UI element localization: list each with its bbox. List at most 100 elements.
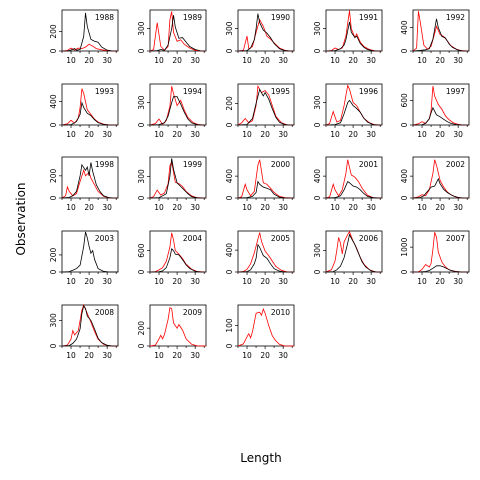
y-tick-label: 200 (225, 96, 234, 111)
panel-frame (237, 156, 295, 199)
panel-frame (325, 156, 383, 199)
x-tick-label: 30 (366, 56, 376, 65)
x-tick-label: 30 (366, 277, 376, 286)
x-tick-label: 30 (278, 203, 288, 212)
black-series-line (325, 233, 382, 273)
x-tick-label: 10 (66, 277, 76, 286)
red-series-line (412, 86, 469, 126)
y-tick-label: 400 (313, 169, 322, 184)
y-tick-label: 0 (49, 269, 58, 274)
black-series-line (237, 243, 294, 273)
panel-frame (325, 230, 383, 273)
panel-frame (61, 230, 119, 273)
x-tick-label: 20 (172, 130, 182, 139)
x-tick-label: 20 (172, 203, 182, 212)
panel-2007: 2007 10 20 30 0 1000 (400, 230, 470, 286)
black-series-line (325, 181, 382, 199)
panel-2003: 2003 10 20 30 0 200 (49, 230, 119, 286)
black-series-line (412, 177, 469, 199)
y-tick-label: 0 (49, 195, 58, 200)
panel-title: 2003 (95, 234, 114, 243)
black-series-line (237, 88, 294, 126)
panel-title: 1990 (271, 13, 290, 22)
panel-1992: 1992 10 20 30 0 400 (400, 9, 470, 65)
y-tick-label: 1000 (400, 237, 409, 256)
y-tick-label: 300 (225, 21, 234, 36)
y-tick-label: 0 (313, 122, 322, 127)
panel-frame (61, 9, 119, 52)
panel-title: 1988 (95, 13, 114, 22)
red-series-line (325, 10, 383, 52)
x-tick-label: 30 (190, 203, 200, 212)
x-tick-label: 20 (435, 203, 445, 212)
x-tick-label: 30 (102, 130, 112, 139)
black-series-line (62, 12, 118, 52)
y-tick-label: 300 (137, 95, 146, 110)
y-tick-label: 200 (49, 24, 58, 39)
x-tick-label: 20 (348, 130, 358, 139)
x-tick-label: 10 (417, 130, 427, 139)
black-series-line (412, 106, 469, 126)
black-series-line (237, 180, 294, 199)
x-tick-label: 30 (102, 56, 112, 65)
y-tick-label: 0 (225, 122, 234, 127)
panel-title: 2000 (271, 160, 290, 169)
panel-frame (61, 83, 119, 126)
panel-title: 2001 (359, 160, 378, 169)
x-tick-label: 20 (260, 277, 270, 286)
x-tick-label: 30 (190, 130, 200, 139)
x-tick-label: 30 (278, 351, 288, 360)
panel-title: 1989 (183, 13, 202, 22)
panel-2001: 2001 10 20 30 0 400 (313, 156, 383, 212)
x-tick-label: 30 (453, 203, 463, 212)
x-tick-label: 20 (84, 277, 94, 286)
y-tick-label: 600 (137, 243, 146, 258)
y-tick-label: 300 (137, 21, 146, 36)
panel-2005: 2005 10 20 30 0 400 (225, 230, 295, 286)
panel-1998: 1998 10 20 30 0 200 (49, 156, 119, 212)
y-tick-label: 0 (137, 195, 146, 200)
panel-1995: 1995 10 20 30 0 200 (225, 83, 295, 139)
x-tick-label: 10 (417, 203, 427, 212)
panel-2002: 2002 10 20 30 0 400 (400, 156, 470, 212)
x-tick-label: 10 (154, 277, 164, 286)
y-tick-label: 300 (49, 313, 58, 328)
y-tick-label: 600 (400, 93, 409, 108)
panel-frame (61, 156, 119, 199)
x-tick-label: 10 (330, 56, 340, 65)
x-tick-label: 10 (330, 203, 340, 212)
x-tick-label: 20 (84, 351, 94, 360)
y-tick-label: 0 (137, 122, 146, 127)
x-tick-label: 20 (172, 56, 182, 65)
panel-title: 1998 (95, 160, 114, 169)
x-tick-label: 30 (278, 130, 288, 139)
panel-frame (149, 83, 207, 126)
panel-title: 2007 (446, 234, 465, 243)
x-tick-label: 20 (84, 56, 94, 65)
x-tick-label: 10 (242, 130, 252, 139)
y-tick-label: 400 (400, 20, 409, 35)
y-tick-label: 200 (137, 321, 146, 336)
x-tick-label: 10 (66, 351, 76, 360)
black-series-line (61, 231, 118, 273)
x-tick-label: 30 (366, 130, 376, 139)
x-tick-label: 30 (102, 351, 112, 360)
panel-title: 2008 (95, 308, 114, 317)
x-tick-label: 20 (172, 351, 182, 360)
y-tick-label: 300 (313, 243, 322, 258)
x-tick-label: 10 (242, 203, 252, 212)
x-tick-label: 20 (84, 203, 94, 212)
black-series-line (149, 15, 207, 52)
panel-frame (412, 156, 470, 199)
red-series-line (325, 159, 383, 199)
panel-2009: 2009 10 20 30 0 200 (137, 304, 207, 360)
panel-frame (237, 83, 295, 126)
x-tick-label: 10 (242, 56, 252, 65)
black-series-line (61, 162, 118, 199)
panel-1988: 1988 10 20 30 0 200 (49, 9, 119, 65)
